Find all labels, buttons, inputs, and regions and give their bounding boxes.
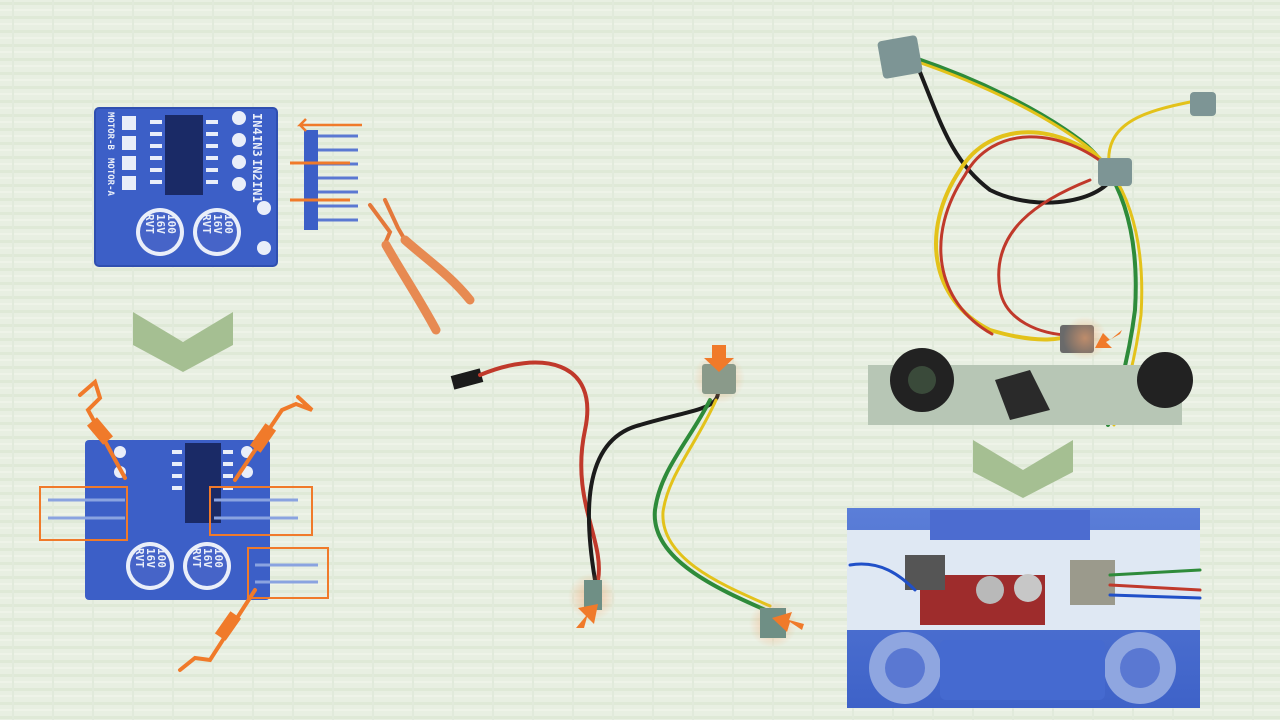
driver-board-top: IN4 IN3 IN2 IN1 MOTOR-B MOTOR-A 100 16V … (95, 108, 277, 266)
pin-label-in2: IN2 (250, 159, 264, 181)
pin-label-in3: IN3 (250, 135, 264, 157)
pin-label-in1: IN1 (250, 181, 264, 203)
capacitor-3: 100 16V RVT (126, 542, 174, 590)
svg-text:RVT: RVT (190, 548, 203, 568)
motor-label-b: MOTOR-B (105, 112, 115, 151)
svg-text:RVT: RVT (133, 548, 146, 568)
svg-text:RVT: RVT (143, 214, 156, 234)
motor-label-a: MOTOR-A (105, 158, 115, 197)
driver-board-bottom: 100 16V RVT 100 16V RVT (85, 440, 270, 600)
driver-chip (165, 115, 203, 195)
pin-label-in4: IN4 (250, 113, 264, 135)
capacitor-2: 100 16V RVT (193, 208, 241, 256)
svg-text:RVT: RVT (200, 214, 213, 234)
mounted-driver-photo (847, 508, 1200, 708)
capacitor-1: 100 16V RVT (136, 208, 184, 256)
capacitor-4: 100 16V RVT (183, 542, 231, 590)
